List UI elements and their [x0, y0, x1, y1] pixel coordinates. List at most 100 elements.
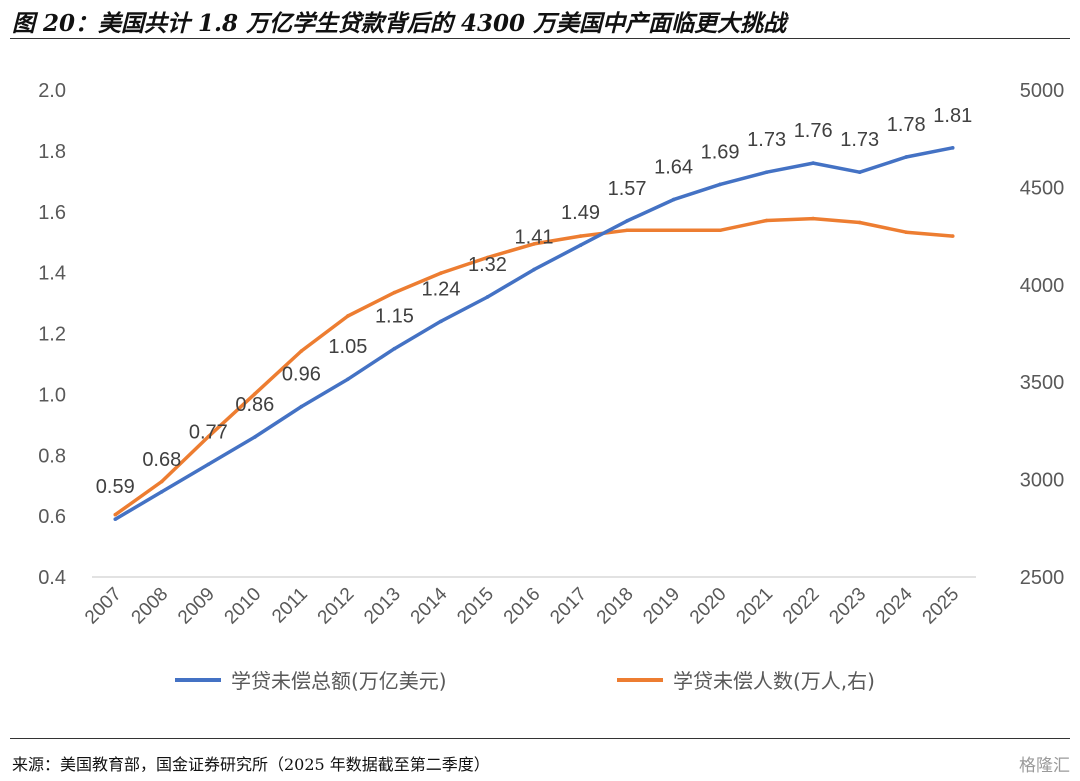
borrowers-point	[671, 228, 676, 233]
data-labels: 0.59 0.68 0.77 0.86 0.96 1.05 1.15 1.24 1.32 1.41…	[96, 105, 972, 498]
left-tick-label: 1.8	[38, 141, 66, 163]
title-rule	[10, 38, 1070, 39]
balance-point	[904, 155, 909, 159]
data-label: 1.32	[468, 254, 507, 276]
left-axis: 0.4 0.6 0.8 1.0 1.2 1.4 1.6 1.8 2.0	[38, 80, 66, 589]
x-tick-label: 2010	[221, 584, 266, 629]
borrowers-point	[439, 271, 443, 275]
borrowers-point	[299, 349, 304, 353]
x-tick-label: 2016	[500, 584, 545, 629]
source-rule	[10, 738, 1070, 739]
data-label: 1.78	[887, 114, 926, 136]
left-tick-label: 0.6	[38, 506, 66, 528]
legend: 学贷未偿总额(万亿美元) 学贷未偿人数(万人,右)	[175, 669, 875, 693]
borrowers-point	[764, 218, 769, 223]
data-label: 1.41	[515, 227, 554, 249]
data-label: 0.77	[189, 421, 228, 443]
source-note: 来源：美国教育部，国金证券研究所（2025 年数据截至第二季度）	[12, 755, 490, 774]
borrowers-point	[253, 392, 257, 396]
balance-point	[578, 243, 583, 248]
borrowers-point	[113, 512, 118, 517]
data-label: 0.59	[96, 476, 135, 498]
borrowers-point	[811, 216, 815, 221]
watermark: 格隆汇	[1019, 756, 1070, 776]
x-tick-label: 2008	[128, 584, 173, 629]
borrowers-point	[346, 314, 350, 318]
right-axis: 2500 3000 3500 4000 4500 5000	[1020, 80, 1065, 589]
borrowers-point	[532, 242, 536, 246]
balance-point	[439, 319, 443, 324]
data-label: 1.64	[654, 157, 693, 179]
data-label: 1.73	[840, 129, 879, 151]
x-tick-label: 2014	[407, 583, 452, 628]
right-tick-label: 5000	[1020, 80, 1065, 102]
x-tick-label: 2025	[919, 584, 964, 629]
borrowers-line	[114, 216, 953, 517]
balance-point	[671, 197, 676, 202]
data-label: 1.81	[933, 105, 972, 127]
x-tick-label: 2023	[825, 584, 870, 629]
balance-point	[113, 517, 118, 521]
borrowers-point	[159, 479, 164, 484]
data-label: 1.76	[794, 120, 833, 142]
right-tick-label: 4000	[1020, 275, 1065, 297]
series	[113, 146, 955, 521]
balance-point	[485, 295, 490, 299]
x-tick-label: 2012	[314, 584, 359, 629]
left-tick-label: 1.2	[38, 324, 66, 346]
balance-point	[532, 267, 536, 272]
legend-label: 学贷未偿总额(万亿美元)	[231, 669, 447, 693]
balance-point	[625, 219, 629, 223]
balance-point	[346, 377, 350, 381]
balance-point	[811, 161, 815, 165]
balance-point	[764, 170, 769, 174]
left-tick-label: 1.6	[38, 202, 66, 224]
balance-point	[950, 146, 955, 150]
x-tick-label: 2015	[453, 584, 498, 629]
borrowers-point	[392, 290, 397, 295]
x-tick-label: 2021	[732, 584, 777, 629]
right-tick-label: 3000	[1020, 470, 1065, 492]
right-tick-label: 4500	[1020, 177, 1065, 199]
borrowers-point	[578, 234, 583, 238]
balance-point	[718, 182, 722, 187]
borrowers-point	[904, 230, 909, 235]
data-label: 0.96	[282, 364, 321, 386]
x-tick-label: 2020	[686, 584, 731, 629]
left-tick-label: 1.4	[38, 263, 66, 285]
legend-label: 学贷未偿人数(万人,右)	[673, 669, 875, 693]
data-label: 1.69	[701, 141, 740, 163]
x-tick-label: 2024	[872, 583, 917, 628]
borrowers-point	[485, 255, 490, 260]
x-tick-label: 2022	[779, 584, 824, 629]
borrowers-point	[718, 228, 722, 233]
balance-point	[206, 462, 211, 467]
x-tick-label: 2013	[360, 584, 405, 629]
data-label: 1.49	[561, 202, 600, 224]
balance-point	[299, 404, 304, 409]
borrowers-point	[857, 220, 862, 225]
balance-point	[392, 346, 397, 351]
x-tick-label: 2009	[174, 584, 219, 629]
x-tick-label: 2011	[268, 584, 312, 628]
x-tick-label: 2017	[546, 584, 591, 629]
borrowers-point	[625, 228, 629, 233]
data-label: 1.24	[421, 278, 460, 300]
x-tick-label: 2018	[593, 584, 638, 629]
data-label: 1.73	[747, 129, 786, 151]
balance-point	[159, 489, 164, 494]
x-tick-label: 2019	[639, 584, 684, 629]
balance-point	[253, 435, 257, 439]
data-label: 1.57	[608, 178, 647, 200]
borrowers-point	[206, 434, 211, 439]
left-tick-label: 2.0	[38, 80, 66, 102]
right-tick-label: 2500	[1020, 567, 1065, 589]
data-label: 1.15	[375, 306, 414, 328]
balance-point	[857, 170, 862, 174]
balance-line	[114, 146, 954, 521]
left-tick-label: 1.0	[38, 384, 66, 406]
x-tick-label: 2007	[81, 584, 126, 629]
left-tick-label: 0.4	[38, 567, 66, 589]
x-axis: 2007 2008 2009 2010 2011 2012 2013 2014 2015 2016…	[81, 583, 963, 628]
